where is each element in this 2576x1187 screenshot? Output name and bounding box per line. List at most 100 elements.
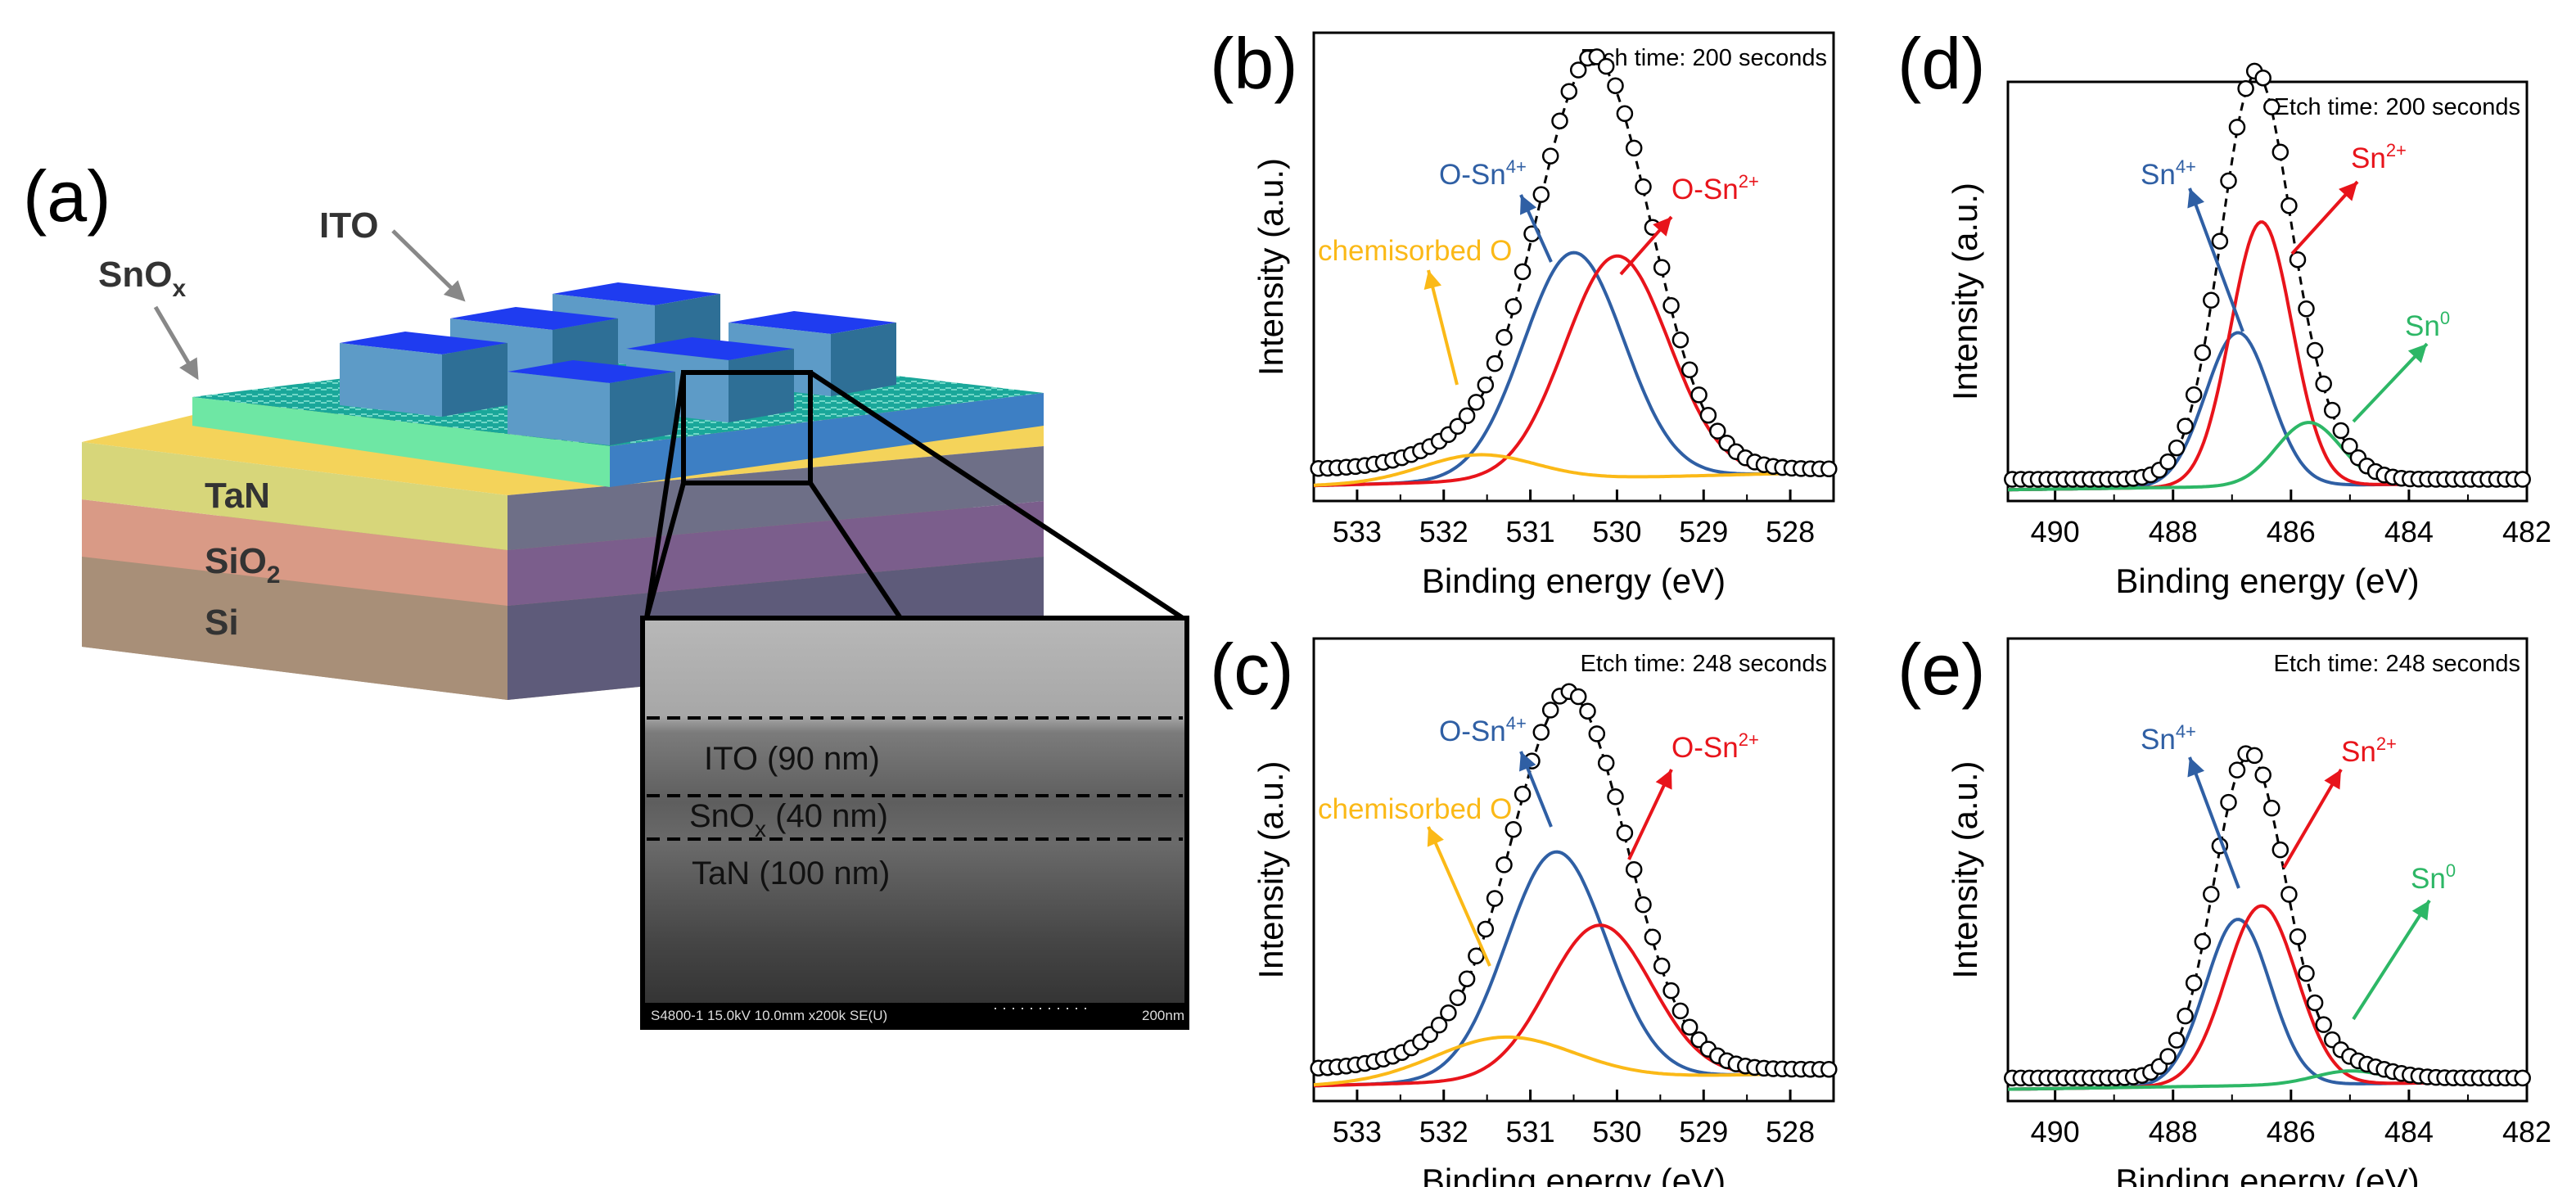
panel-b-label: (b) bbox=[1210, 23, 1298, 104]
peak-arrow bbox=[1427, 269, 1459, 386]
peak-arrow bbox=[2188, 756, 2240, 889]
x-tick-label: 528 bbox=[1766, 515, 1815, 548]
data-point bbox=[1653, 259, 1671, 276]
component-curve bbox=[1313, 254, 1834, 488]
data-point bbox=[2332, 422, 2350, 440]
x-tick-label: 484 bbox=[2384, 1115, 2434, 1149]
peak-arrow-head bbox=[1519, 751, 1536, 772]
ito-pads bbox=[340, 282, 896, 445]
data-point bbox=[2263, 799, 2281, 817]
data-point bbox=[2203, 291, 2220, 309]
data-point bbox=[2168, 439, 2186, 457]
tan-layer bbox=[82, 442, 508, 550]
component-curve bbox=[2007, 904, 2528, 1091]
x-axis-title: Binding energy (eV) bbox=[2115, 1162, 2419, 1187]
plot-frame bbox=[1312, 637, 1835, 1103]
zoom-box bbox=[681, 370, 813, 485]
data-point bbox=[1514, 785, 1532, 803]
data-point bbox=[1625, 139, 1643, 157]
data-point bbox=[1635, 178, 1652, 196]
peak-arrow bbox=[1427, 826, 1491, 967]
peak-label: Sn0 bbox=[2405, 308, 2450, 342]
envelope-curve bbox=[2008, 72, 2527, 484]
etch-time-label: Etch time: 200 seconds bbox=[1581, 45, 1827, 71]
component-curve bbox=[2008, 331, 2528, 492]
data-point bbox=[2220, 172, 2237, 190]
data-point bbox=[2271, 143, 2290, 161]
data-point bbox=[1541, 147, 1559, 165]
peak-label: Sn2+ bbox=[2341, 733, 2397, 768]
data-point bbox=[1653, 957, 1671, 975]
xps-panel-b: (b) Etch time: 200 seconds 533 532 531 530 529… bbox=[1210, 23, 1838, 600]
data-point bbox=[2168, 1031, 2186, 1049]
x-axis-title: Binding energy (eV) bbox=[1422, 1162, 1726, 1187]
x-tick-label: 531 bbox=[1506, 1115, 1555, 1149]
data-point bbox=[1551, 112, 1568, 129]
ito-callout: ITO bbox=[319, 205, 379, 246]
data-point bbox=[1505, 298, 1523, 315]
data-point bbox=[1709, 422, 1726, 440]
data-point bbox=[1458, 407, 1476, 425]
peak-arrow-head bbox=[1653, 217, 1671, 237]
data-point bbox=[1607, 788, 1624, 806]
data-point bbox=[2245, 747, 2263, 765]
data-point bbox=[1477, 920, 1495, 938]
data-point bbox=[1468, 394, 1485, 411]
data-point bbox=[2194, 344, 2212, 361]
x-axis-title: Binding energy (eV) bbox=[1422, 562, 1726, 600]
peak-arrow-head bbox=[1423, 270, 1442, 291]
peak-arrow bbox=[2282, 768, 2343, 869]
x-tick-label: 533 bbox=[1333, 515, 1382, 548]
snox-callout: SnOx bbox=[98, 255, 186, 302]
data-point bbox=[1644, 928, 1662, 946]
data-point bbox=[1616, 824, 1634, 842]
x-tick-label: 533 bbox=[1333, 1115, 1382, 1149]
xps-panel-e: (e) Etch time: 248 seconds 490 488 486 484 482… bbox=[1897, 629, 2551, 1187]
peak-arrow-head bbox=[2324, 770, 2341, 790]
component-curve bbox=[1313, 453, 1834, 487]
data-point bbox=[1560, 83, 1578, 100]
plot-frame bbox=[2006, 637, 2529, 1103]
sem-ito-label: ITO (90 nm) bbox=[704, 741, 880, 777]
x-tick-label: 530 bbox=[1592, 515, 1641, 548]
data-point bbox=[2514, 1069, 2531, 1087]
data-point bbox=[2159, 1048, 2177, 1065]
panel-e-label: (e) bbox=[1897, 629, 1986, 710]
sio2-label: SiO2 bbox=[205, 541, 280, 589]
data-point bbox=[1616, 105, 1634, 123]
data-point bbox=[2228, 119, 2246, 136]
peak-arrow-head bbox=[2187, 757, 2205, 778]
data-point bbox=[2237, 79, 2254, 97]
plot-frame bbox=[1312, 31, 1835, 503]
panel-a: (a) TaN SiO2 Si ITO SnOx bbox=[23, 156, 1189, 1030]
y-axis-title: Intensity (a.u.) bbox=[1946, 183, 1984, 400]
data-point bbox=[1569, 688, 1587, 706]
data-point bbox=[1449, 417, 1467, 436]
data-point bbox=[2185, 386, 2203, 404]
etch-time-label: Etch time: 200 seconds bbox=[2274, 94, 2520, 120]
data-point bbox=[1625, 860, 1643, 878]
data-point bbox=[2254, 69, 2271, 87]
y-axis-title: Intensity (a.u.) bbox=[1252, 158, 1290, 376]
peak-label: O-Sn2+ bbox=[1671, 729, 1759, 764]
data-point bbox=[2177, 1007, 2194, 1025]
data-point bbox=[2159, 453, 2177, 471]
data-point bbox=[1588, 725, 1606, 742]
xps-panel-d: (d) Etch time: 200 seconds 490 488 486 484 482… bbox=[1897, 23, 2551, 600]
peak-arrow bbox=[2352, 899, 2431, 1021]
data-point bbox=[1699, 406, 1717, 424]
data-point bbox=[1671, 331, 1690, 349]
x-tick-label: 528 bbox=[1766, 1115, 1815, 1149]
data-point bbox=[1820, 460, 1838, 478]
etch-time-label: Etch time: 248 seconds bbox=[1581, 651, 1827, 677]
tan-label: TaN bbox=[205, 476, 270, 516]
si-label: Si bbox=[205, 603, 239, 643]
data-point bbox=[1597, 754, 1615, 772]
x-tick-label: 482 bbox=[2502, 515, 2551, 548]
data-point bbox=[1505, 820, 1523, 838]
panel-d-label: (d) bbox=[1897, 23, 1986, 104]
data-point bbox=[1607, 77, 1624, 94]
peak-label: O-Sn4+ bbox=[1439, 713, 1527, 747]
data-point bbox=[2185, 974, 2203, 991]
data-point bbox=[2289, 927, 2307, 946]
